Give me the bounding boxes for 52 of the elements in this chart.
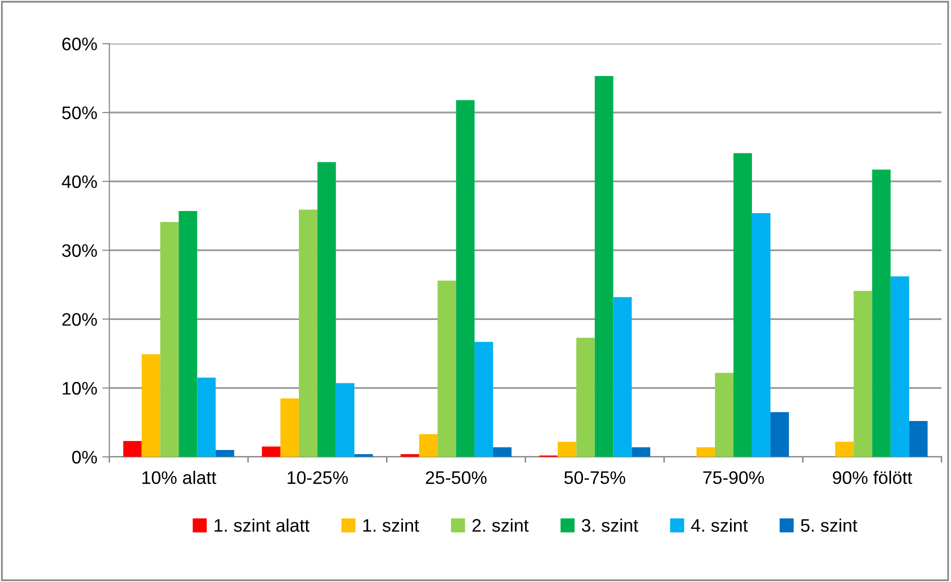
bar	[262, 446, 280, 457]
legend-label: 1. szint alatt	[214, 518, 310, 532]
bar	[576, 338, 595, 457]
bar	[400, 454, 420, 457]
bar	[854, 290, 872, 457]
bar	[354, 454, 373, 457]
bar	[752, 213, 770, 457]
bar	[178, 211, 198, 457]
bar	[456, 100, 475, 457]
y-tick-label: 20%	[62, 313, 97, 326]
bar	[872, 170, 891, 457]
legend-label: 4. szint	[691, 518, 748, 532]
bar	[419, 434, 438, 457]
x-tick-label: 90% fölött	[832, 470, 912, 484]
bar	[336, 383, 354, 457]
x-tick-label: 10-25%	[288, 471, 348, 484]
bar	[594, 76, 614, 457]
bar	[216, 450, 234, 457]
y-tick-label: 0%	[72, 450, 97, 464]
legend-label: 5. szint	[800, 518, 858, 532]
y-tick-label: 50%	[62, 106, 97, 120]
bar	[558, 442, 576, 457]
bar	[770, 412, 789, 457]
x-tick-label: 75-90%	[703, 471, 764, 484]
y-tick-label: 30%	[62, 244, 97, 257]
bar	[733, 153, 752, 457]
y-tick-label: 40%	[62, 175, 97, 188]
bar	[280, 398, 299, 457]
legend-label: 2. szint	[472, 518, 529, 532]
bar	[613, 297, 632, 457]
bar	[142, 354, 160, 457]
bar	[160, 222, 179, 457]
x-tick-label: 10% alatt	[142, 470, 216, 484]
bar	[197, 378, 216, 457]
bar	[696, 447, 715, 457]
bar	[298, 210, 318, 457]
bar	[890, 276, 910, 457]
bar	[835, 442, 854, 457]
bar	[474, 342, 494, 457]
y-tick-label: 60%	[62, 38, 97, 50]
x-tick-label: 25-50%	[426, 471, 487, 484]
bar	[317, 162, 336, 457]
y-tick-label: 10%	[62, 382, 97, 395]
x-tick-label: 50-75%	[564, 471, 626, 484]
bar	[909, 421, 928, 457]
bar	[493, 447, 512, 457]
legend-label: 1. szint	[363, 518, 420, 532]
legend-label: 3. szint	[582, 518, 638, 532]
bar	[123, 441, 142, 457]
bar	[714, 372, 734, 457]
bar	[632, 447, 650, 457]
bar	[438, 280, 456, 457]
